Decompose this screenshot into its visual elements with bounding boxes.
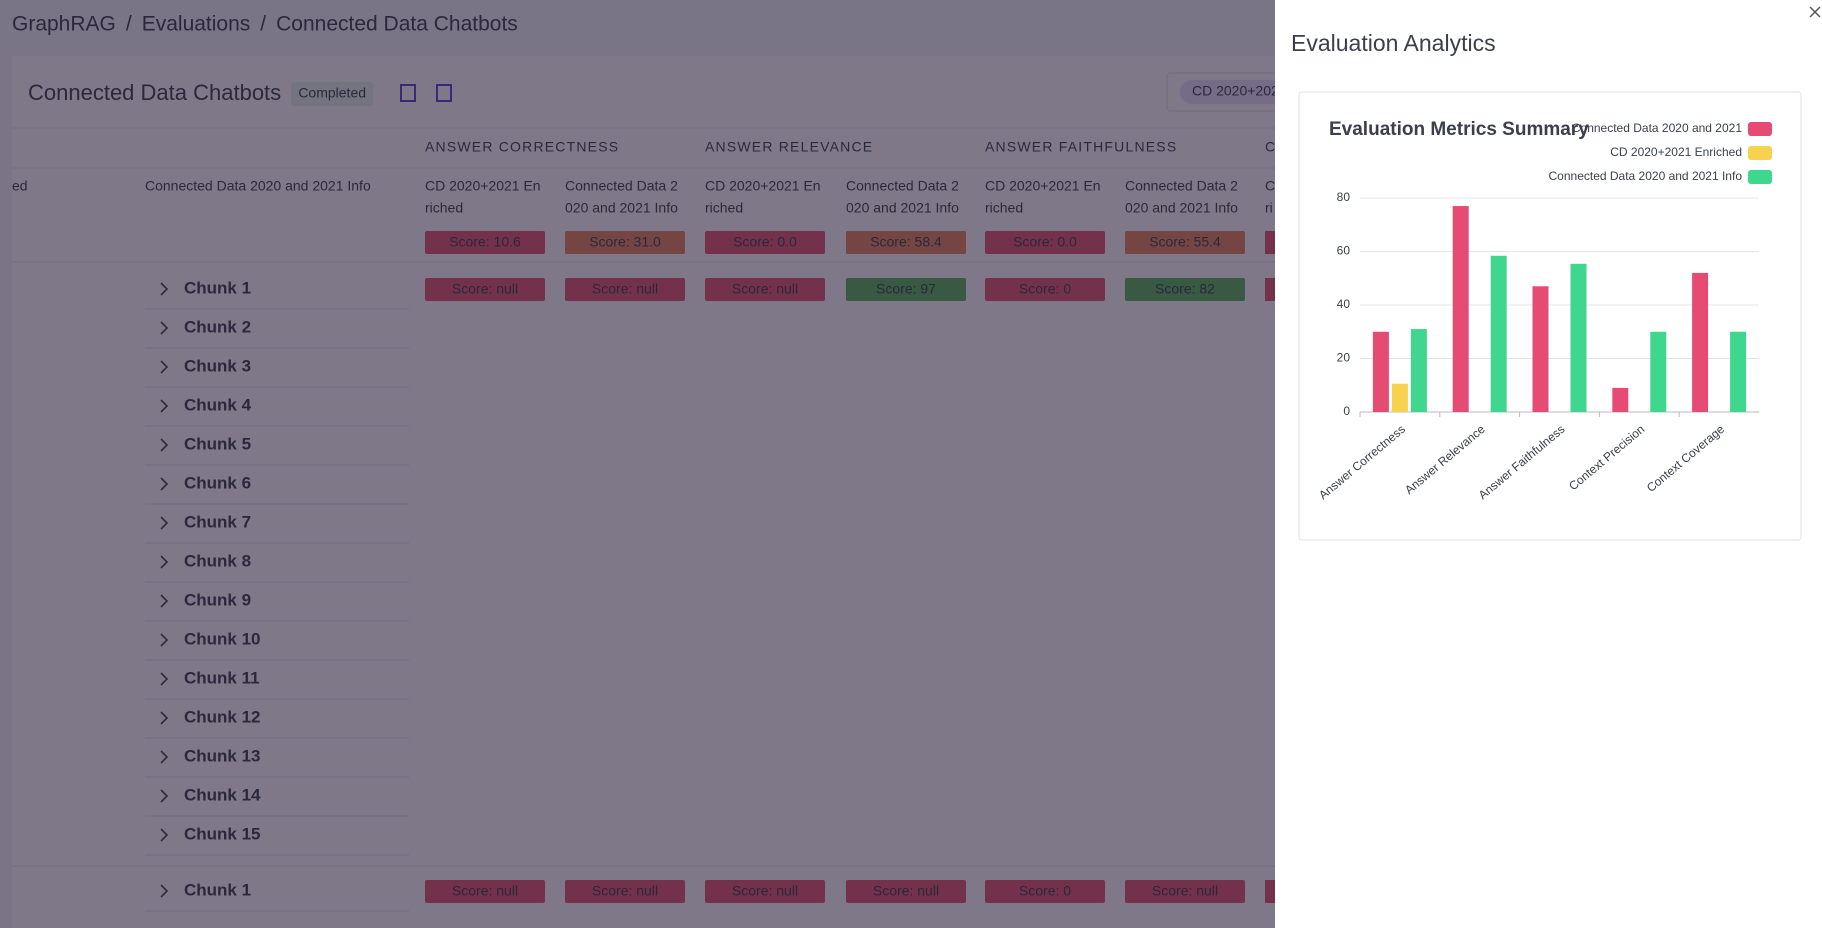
- bar: [1650, 331, 1667, 412]
- y-tick-label: 20: [1337, 351, 1351, 365]
- legend-swatch: [1748, 122, 1772, 136]
- bar: [1532, 286, 1549, 412]
- legend-label: CD 2020+2021 Enriched: [1610, 145, 1742, 159]
- legend-swatch: [1748, 170, 1772, 184]
- y-tick-label: 60: [1337, 244, 1351, 258]
- y-tick-label: 0: [1343, 404, 1350, 418]
- bar: [1612, 387, 1629, 412]
- chart-title: Evaluation Metrics Summary: [1329, 119, 1589, 140]
- bar: [1391, 383, 1408, 412]
- bar: [1490, 255, 1507, 412]
- drawer-title: Evaluation Analytics: [1291, 30, 1496, 56]
- modal-overlay[interactable]: [0, 0, 1275, 928]
- bar: [1570, 263, 1587, 412]
- chart-card: [1298, 91, 1802, 541]
- legend-label: Connected Data 2020 and 2021 Info: [1549, 169, 1743, 183]
- close-icon: [1809, 6, 1821, 18]
- legend-swatch: [1748, 146, 1772, 160]
- y-tick-label: 40: [1337, 297, 1351, 311]
- bar: [1730, 331, 1747, 412]
- legend-label: Connected Data 2020 and 2021: [1572, 121, 1742, 135]
- bar: [1452, 206, 1469, 412]
- bar: [1410, 329, 1427, 412]
- bar: [1692, 272, 1709, 412]
- close-button[interactable]: [1809, 6, 1821, 18]
- bar: [1372, 331, 1389, 412]
- y-tick-label: 80: [1337, 190, 1351, 204]
